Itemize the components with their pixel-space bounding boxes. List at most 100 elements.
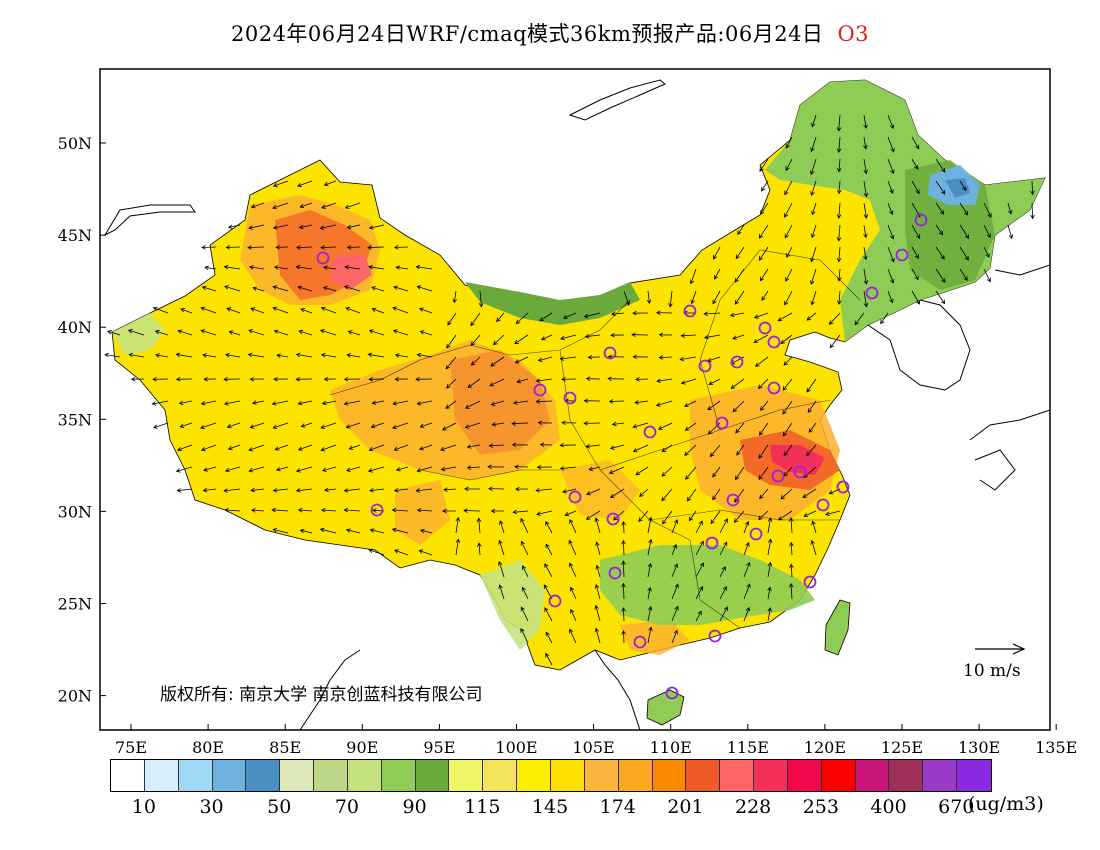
wind-arrow (323, 180, 337, 187)
wind-arrow (1007, 224, 1014, 240)
wind-scale-arrow (975, 643, 1026, 655)
wind-arrow (152, 376, 169, 382)
wind-arrow (685, 466, 697, 480)
wind-arrow (300, 422, 313, 428)
wind-arrow (273, 329, 289, 336)
wind-arrow (343, 376, 361, 382)
wind-arrow (836, 136, 842, 154)
wind-arrow (758, 510, 769, 521)
ozone-low-south (600, 545, 815, 625)
wind-arrow (568, 562, 577, 578)
wind-arrow (695, 520, 703, 534)
wind-arrow (689, 268, 697, 285)
wind-arrow (863, 136, 868, 150)
wind-arrow (249, 376, 265, 382)
wind-arrow (585, 376, 601, 382)
wind-arrow (767, 538, 773, 556)
baikal-outline (568, 79, 666, 121)
wind-arrow (227, 444, 241, 451)
lat-label: 45N (58, 226, 92, 245)
wind-arrow (203, 376, 217, 382)
wind-arrow (446, 334, 457, 349)
legend-swatch (246, 760, 281, 791)
wind-arrow (561, 420, 577, 426)
wind-arrow (854, 312, 865, 326)
wind-arrow (713, 246, 721, 260)
wind-arrow (321, 202, 337, 209)
wind-arrow (152, 422, 169, 429)
wind-arrow (455, 516, 461, 534)
lon-label: 135E (1035, 738, 1077, 757)
japan-coast (969, 264, 1050, 491)
station-circle-marker (895, 248, 909, 262)
wind-arrow (320, 306, 337, 314)
wind-arrow (416, 352, 433, 358)
wind-arrow (811, 202, 817, 216)
wind-arrow (223, 264, 241, 270)
wind-arrow (635, 466, 649, 476)
wind-arrow (583, 421, 601, 426)
wind-arrow (368, 376, 385, 382)
wind-arrow (226, 307, 241, 314)
wind-arrow (447, 312, 457, 326)
wind-arrow (911, 158, 919, 170)
wind-arrow (887, 290, 894, 304)
wind-arrow (295, 466, 313, 473)
wind-arrow (695, 585, 703, 600)
wind-arrow (688, 510, 697, 522)
station-circle-marker (568, 490, 582, 504)
wind-arrow (522, 565, 529, 578)
wind-arrow (695, 610, 702, 622)
wind-arrow (586, 488, 601, 496)
wind-arrow (464, 422, 481, 429)
wind-arrow (610, 311, 625, 317)
wind-arrow (610, 332, 625, 338)
ozone-peak-yangtze (770, 445, 825, 475)
wind-arrow (228, 330, 241, 336)
wind-arrow (736, 444, 745, 456)
wind-arrow (226, 422, 241, 429)
wind-arrow (671, 563, 679, 578)
wind-arrow (911, 136, 920, 150)
station-circle-marker (914, 213, 928, 227)
ozone-low-yunnan (480, 560, 545, 650)
wind-arrow (295, 245, 313, 250)
wind-arrow (520, 540, 529, 556)
wind-arrow (621, 607, 626, 622)
station-circle-marker (726, 493, 740, 507)
wind-arrow (496, 312, 505, 323)
wind-arrow (802, 488, 817, 498)
wind-arrow (690, 290, 697, 305)
wind-arrow (836, 202, 842, 219)
wind-arrow (810, 224, 817, 239)
wind-arrow (753, 312, 769, 319)
station-circle-marker (606, 512, 620, 526)
wind-arrow (320, 444, 337, 452)
wind-arrow (445, 356, 457, 370)
station-circle-marker (316, 251, 330, 265)
wind-arrow (466, 444, 481, 449)
wind-arrow (806, 378, 817, 393)
wind-arrow (863, 290, 869, 308)
wind-arrow (370, 422, 385, 429)
wind-arrow (247, 352, 265, 358)
wind-arrow (803, 510, 817, 517)
wind-arrow (585, 510, 601, 520)
wind-arrow (735, 466, 745, 481)
wind-arrow (446, 378, 457, 389)
wind-arrow (491, 422, 505, 427)
wind-arrow (520, 517, 529, 534)
wind-arrow (514, 464, 529, 470)
wind-arrow (767, 561, 773, 578)
wind-arrow (609, 488, 625, 498)
wind-arrow (371, 286, 385, 292)
wind-arrow (695, 562, 704, 578)
wind-arrow (758, 224, 769, 239)
wind-arrow (345, 528, 361, 534)
wind-arrow (248, 329, 265, 336)
lon-label: 110E (650, 738, 692, 757)
wind-arrow (825, 510, 841, 516)
pollutant-species: O3 (837, 22, 870, 46)
wind-arrow (695, 540, 704, 556)
wind-arrow (367, 466, 385, 473)
